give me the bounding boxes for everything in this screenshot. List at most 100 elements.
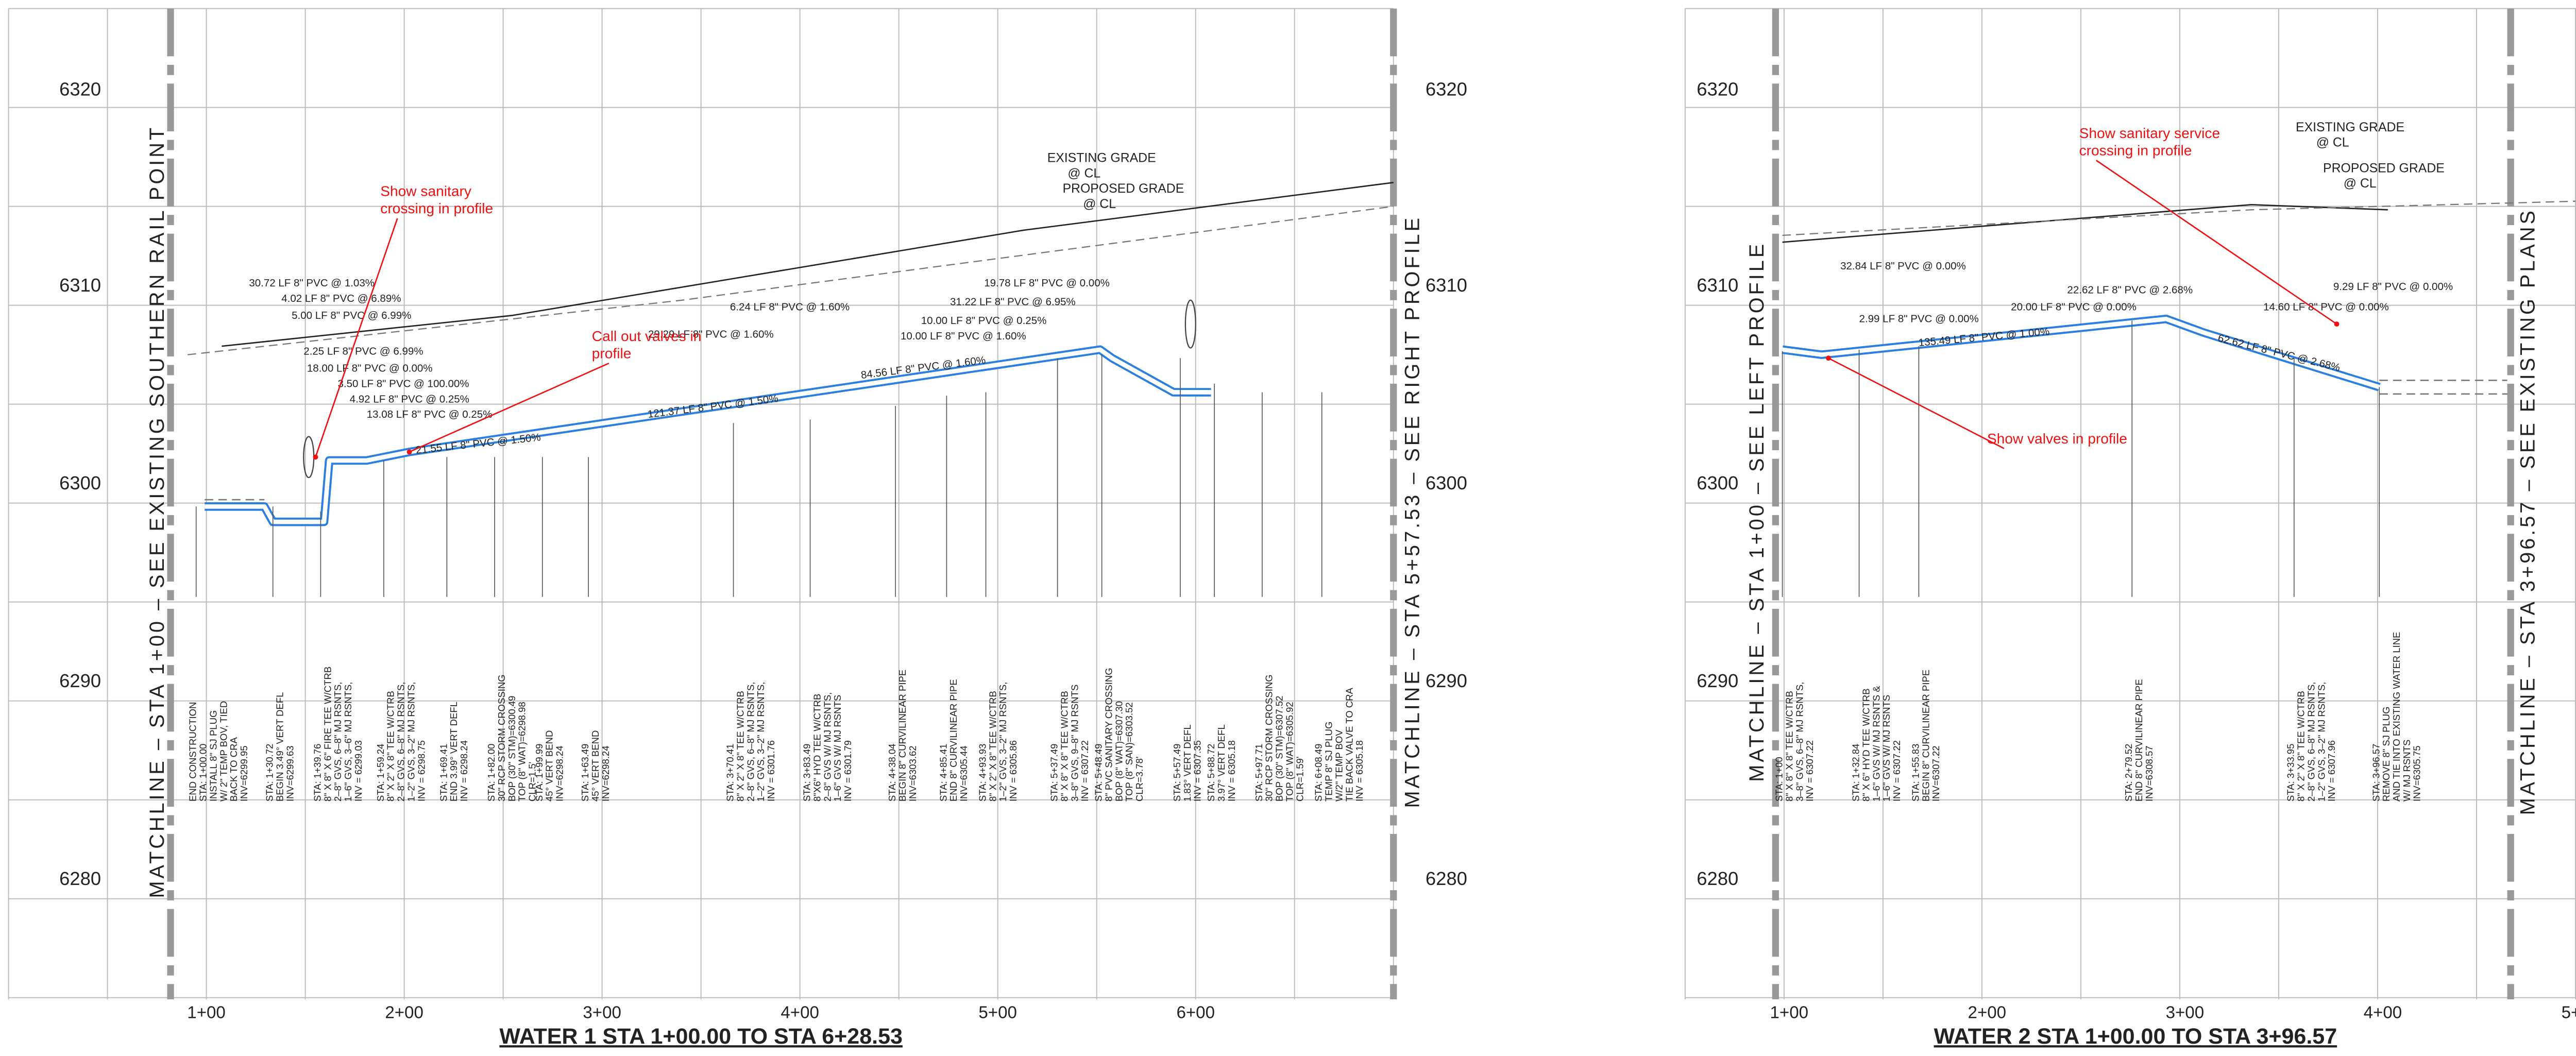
water-pipe-inner — [205, 347, 1211, 524]
station-label: 3+00 — [2166, 1003, 2205, 1022]
station-callout: BEGIN 8" CURVILINEAR PIPE — [897, 670, 908, 802]
station-callout: 3.97° VERT DEFL — [1216, 724, 1227, 802]
pipe-label: 22.62 LF 8" PVC @ 2.68% — [2067, 284, 2193, 296]
station-label: 1+00 — [187, 1003, 226, 1022]
station-callout: END 3.99° VERT DEFL — [448, 702, 459, 802]
station-callout: INV = 6305.86 — [1008, 740, 1019, 802]
grade-label: EXISTING GRADE — [2296, 121, 2404, 134]
station-callout: 8"X6" HYD TEE W/CTRB — [811, 694, 822, 802]
station-callout: INV = 6299.03 — [353, 740, 364, 802]
station-label: 3+00 — [583, 1003, 621, 1022]
station-callout: 8" X 6" HYD TEE W/CTRB — [1860, 688, 1871, 802]
water-pipe-inner — [1782, 316, 2380, 389]
elevation-label: 6290 — [59, 670, 101, 691]
station-callout: INV = 6307.22 — [1891, 740, 1902, 802]
station-callout: INV = 6307.22 — [1079, 740, 1090, 802]
station-callout: 8" X 2" X 8" TEE W/CTRB — [2296, 691, 2307, 802]
station-callout: BACK TO CRA — [228, 737, 239, 802]
station-label: 4+00 — [2364, 1003, 2402, 1022]
station-label: 5+00 — [2562, 1003, 2576, 1022]
station-callout: 1–6" GVS W/ MJ RSNTS & — [1871, 686, 1882, 802]
station-callout: 8" X 2" X 8" TEE W/CTRB — [385, 691, 396, 802]
station-callout: REMOVE 8" SJ PLUG — [2381, 706, 2392, 802]
elevation-label: 6310 — [1697, 275, 1738, 296]
station-callout: 1–6" GVS W/ MJ RSNTS — [1881, 695, 1892, 802]
elevation-label: 6290 — [1697, 670, 1738, 691]
station-callout: TEMP 8" SJ PLUG — [1324, 722, 1334, 802]
pipe-label: 18.00 LF 8" PVC @ 0.00% — [307, 363, 433, 374]
station-callout: STA: 5+37.49 — [1049, 744, 1060, 802]
elevation-label: 6300 — [1426, 472, 1467, 493]
station-callout: STA: 2+79.52 — [2123, 744, 2134, 802]
station-callout: INV=6305.44 — [958, 745, 969, 802]
station-callout: CLR=1.5' — [527, 762, 538, 802]
pipe-label: 13.08 LF 8" PVC @ 0.25% — [367, 408, 493, 420]
review-comment: Call out valves in — [592, 328, 702, 344]
elevation-label: 6310 — [1426, 275, 1467, 296]
station-callout: 2–8" GVS W/ MJ RSNTS, — [822, 692, 833, 802]
station-callout: TIE BACK VALVE TO CRA — [1344, 687, 1354, 802]
pipe-label: 19.78 LF 8" PVC @ 0.00% — [984, 277, 1110, 289]
station-callout: 45° VERT BEND — [544, 730, 555, 802]
elevation-label: 6300 — [59, 472, 101, 493]
pipe-label: 31.22 LF 8" PVC @ 6.95% — [950, 296, 1076, 308]
proposed-grade — [188, 206, 1394, 355]
station-callout: STA: 1+00 — [1774, 757, 1785, 802]
station-callout: AND TIE INTO EXISTING WATER LINE — [2391, 632, 2402, 802]
station-callout: BOP (30" STM)=6300.49 — [506, 696, 517, 802]
pipe-label: 20.00 LF 8" PVC @ 0.00% — [2011, 301, 2137, 313]
station-callout: STA: 5+88.72 — [1206, 744, 1216, 802]
station-callout: W/ MJ RSNTS — [2401, 740, 2412, 802]
station-callout: INV=6298.24 — [554, 745, 565, 802]
station-callout: 2–8" GVS, 6–8" MJ RSNTS, — [745, 682, 756, 802]
pipe-label: 2.99 LF 8" PVC @ 0.00% — [1859, 313, 1979, 325]
station-callout: STA: 3+83.49 — [802, 744, 812, 802]
station-callout: 3–8" GVS, 6–8" MJ RSNTS, — [1794, 682, 1805, 802]
station-callout: STA: 4+85.41 — [938, 744, 948, 802]
station-callout: TOP (8" WAT)=6298.98 — [517, 702, 528, 802]
station-callout: BOP (8" WAT)=6307.30 — [1113, 701, 1124, 802]
station-callout: INV=6298.24 — [600, 745, 611, 802]
station-callout: STA: 4+38.04 — [887, 744, 897, 802]
station-callout: CLR=3.78' — [1134, 757, 1145, 802]
station-label: 5+00 — [978, 1003, 1017, 1022]
station-callout: INV=6305.75 — [2412, 745, 2422, 802]
station-callout: 30" RCP STORM CROSSING — [1264, 674, 1275, 802]
review-comment: Show sanitary service — [2079, 125, 2221, 141]
pipe-label: 2.25 LF 8" PVC @ 6.99% — [303, 346, 423, 357]
station-callout: INV=6299.95 — [239, 745, 249, 802]
comment-arrow — [1828, 357, 2005, 449]
station-callout: W/ 2" TEMP BOV, TIED — [218, 701, 229, 802]
station-callout: STA: 1+59.24 — [375, 744, 386, 802]
station-callout: INV=6307.22 — [1930, 745, 1941, 802]
station-callout: STA: 3+96.57 — [2370, 744, 2381, 802]
review-comment: Show valves in profile — [1987, 431, 2127, 447]
comment-arrowhead — [406, 449, 412, 455]
station-callout: INSTALL 8" SJ PLUG — [208, 710, 218, 802]
station-callout: 1–6" GVS, 3–6" MJ RSNTS, — [343, 682, 353, 802]
matchline-label: MATCHLINE – STA 1+00 – SEE EXISTING SOUT… — [146, 125, 168, 898]
station-label: 6+00 — [1176, 1003, 1215, 1022]
station-callout: END CONSTRUCTION — [188, 702, 198, 802]
grade-label: @ CL — [2316, 136, 2349, 150]
elevation-label: 6310 — [59, 275, 101, 296]
station-callout: 8" X 2" X 8" TEE W/CTRB — [987, 691, 998, 802]
station-callout: 1–2" GVS, 3–2" MJ RSNTS, — [997, 682, 1008, 802]
matchline-label: MATCHLINE – STA 3+96.57 – SEE EXISTING P… — [2517, 208, 2539, 815]
station-callout: 8" PVC SANITARY CROSSING — [1104, 668, 1114, 802]
elevation-label: 6280 — [59, 868, 101, 889]
station-callout: BOP (30" STM)=6307.52 — [1274, 696, 1285, 802]
station-callout: 8" X 8" X 8" TEE W/CTRB — [1784, 691, 1794, 802]
review-comment: crossing in profile — [380, 200, 493, 216]
station-callout: INV = 6307.22 — [1804, 740, 1815, 802]
station-callout: STA: 1+32.84 — [1851, 744, 1861, 802]
comment-arrow — [2095, 160, 2337, 325]
station-callout: W/2" TEMP BOV — [1333, 729, 1344, 802]
station-label: 2+00 — [1968, 1003, 2007, 1022]
pipe-label: 5.00 LF 8" PVC @ 6.99% — [292, 310, 411, 321]
comment-arrow — [409, 362, 609, 453]
station-callout: 1.83° VERT DEFL — [1182, 724, 1193, 802]
pipe-label: 29.29 LF 8" PVC @ 1.60% — [648, 329, 774, 340]
station-callout: STA: 3+70.41 — [725, 744, 736, 802]
